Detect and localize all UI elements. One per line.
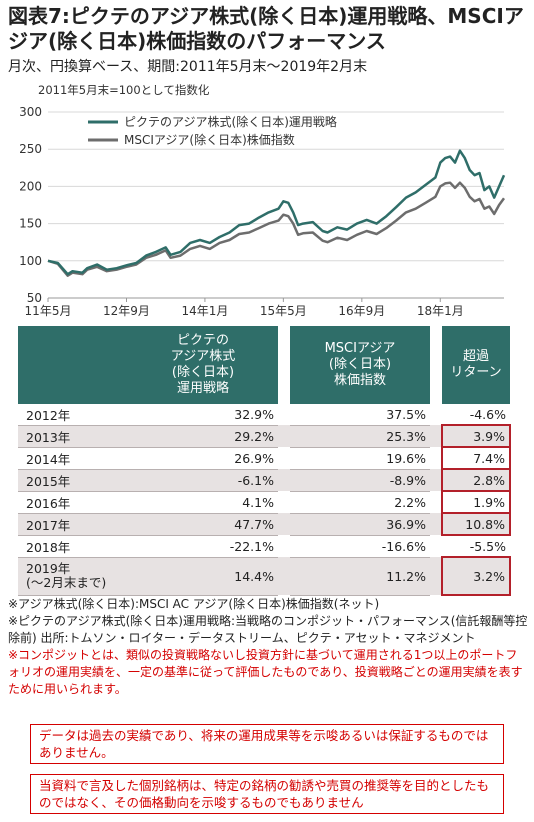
cell-index-return: 2.2% [290,491,430,514]
header-strategy: ピクテの アジア株式 (除く日本) 運用戦略 [128,326,278,404]
cell-gap [430,425,442,447]
cell-index-return: 11.2% [290,557,430,596]
chart-note: 2011年5月末=100として指数化 [38,83,210,97]
cell-excess-return: 10.8% [441,512,511,536]
y-tick-label: 300 [19,105,42,119]
cell-excess-return: 3.9% [441,424,511,448]
cell-index-return: 36.9% [290,513,430,536]
cell-gap [430,447,442,469]
y-tick-label: 100 [19,254,42,268]
table-row: 2016年 4.1% 2.2% 1.9% [18,490,511,514]
cell-strategy-return: 4.1% [128,491,278,514]
cell-index-return: -8.9% [290,469,430,492]
performance-table: ピクテの アジア株式 (除く日本) 運用戦略 MSCIアジア (除く日本) 株価… [18,326,511,596]
header-excess: 超過 リターン [442,326,510,404]
cell-gap [278,557,290,595]
cell-strategy-return: 29.2% [128,425,278,448]
year-label-line: 2019年 [26,561,71,576]
table-row: 2019年 (〜2月末まで) 14.4% 11.2% 3.2% [18,556,511,596]
series-line [47,149,506,276]
legend-label: MSCIアジア(除く日本)株価指数 [124,132,295,147]
cell-gap [430,404,442,425]
footnote-composite: ※コンポジットとは、類似の投資戦略ないし投資方針に基づいて運用される1つ以上のポ… [8,648,523,696]
x-tick-label: 12年9月 [103,304,150,318]
cell-index-return: 37.5% [290,404,430,426]
cell-strategy-return: 32.9% [128,404,278,426]
y-tick-label: 50 [27,291,42,305]
cell-strategy-return: -22.1% [128,535,278,558]
page-title: 図表7:ピクテのアジア株式(除く日本)運用戦略、MSCIアジア(除く日本)株価指… [8,4,524,53]
cell-gap [430,491,442,513]
cell-year: 2012年 [18,404,128,426]
y-tick-label: 250 [19,142,42,156]
cell-gap [430,513,442,535]
cell-index-return: -16.6% [290,535,430,558]
table-row: 2014年 26.9% 19.6% 7.4% [18,446,511,470]
cell-gap [430,469,442,491]
y-tick-label: 150 [19,217,42,231]
table-row: 2017年 47.7% 36.9% 10.8% [18,512,511,536]
x-tick-label: 11年5月 [25,304,72,318]
cell-gap [430,535,442,557]
header-year [18,326,128,404]
cell-year: 2018年 [18,535,128,558]
line-chart: 2011年5月末=100として指数化 50 100 150 200 250 300 11年… [19,83,506,318]
table-row: 2015年 -6.1% -8.9% 2.8% [18,468,511,492]
header-gap [430,326,442,404]
table-row: 2012年 32.9% 37.5% -4.6% [18,404,510,426]
cell-strategy-return: 14.4% [128,557,278,596]
cell-year: 2017年 [18,513,128,536]
legend: ピクテのアジア株式(除く日本)運用戦略 MSCIアジア(除く日本)株価指数 [88,114,337,147]
x-tick-label: 14年1月 [181,304,228,318]
cell-excess-return: 1.9% [441,490,511,514]
series-line [47,181,506,277]
x-tick-label: 15年5月 [260,304,307,318]
cell-gap [278,469,290,491]
cell-gap [278,404,290,425]
year-label-line: (〜2月末まで) [26,575,107,590]
series-lines [47,149,506,277]
cell-year: 2019年 (〜2月末まで) [18,557,128,596]
cell-gap [278,491,290,513]
x-tick-label: 16年9月 [338,304,385,318]
footnote-strategy: ※ピクテのアジア株式(除く日本)運用戦略:当戦略のコンポジット・パフォーマンス(… [8,614,528,645]
cell-excess-return: 2.8% [441,468,511,492]
cell-year: 2014年 [18,447,128,470]
cell-gap [278,425,290,447]
cell-excess-return: 7.4% [441,446,511,470]
header-index: MSCIアジア (除く日本) 株価指数 [290,326,430,404]
cell-gap [278,513,290,535]
cell-excess-return: 3.2% [441,556,511,596]
cell-year: 2016年 [18,491,128,514]
header-gap [278,326,290,404]
table-row: 2013年 29.2% 25.3% 3.9% [18,424,511,448]
cell-gap [278,535,290,557]
gridlines [48,111,504,299]
cell-gap [430,557,442,595]
y-tick-label: 200 [19,179,42,193]
x-tick-label: 18年1月 [417,304,464,318]
cell-year: 2015年 [18,469,128,492]
cell-gap [278,447,290,469]
cell-year: 2013年 [18,425,128,448]
chart-subtitle: 月次、円換算ベース、期間:2011年5月末〜2019年2月末 [8,59,368,75]
y-axis-ticks: 50 100 150 200 250 300 [19,105,42,305]
table-row: 2018年 -22.1% -16.6% -5.5% [18,535,510,558]
cell-strategy-return: 26.9% [128,447,278,470]
cell-excess-return: -4.6% [442,404,510,426]
cell-strategy-return: -6.1% [128,469,278,492]
footnotes: ※アジア株式(除く日本):MSCI AC アジア(除く日本)株価指数(ネット) … [8,596,528,698]
footnote-index: ※アジア株式(除く日本):MSCI AC アジア(除く日本)株価指数(ネット) [8,597,380,611]
cell-index-return: 25.3% [290,425,430,448]
disclaimer-individual-stocks: 当資料で言及した個別銘柄は、特定の銘柄の勧誘や売買の推奨等を目的としたものではな… [30,774,504,814]
cell-excess-return: -5.5% [442,535,510,558]
x-axis-ticks: 11年5月 12年9月 14年1月 15年5月 16年9月 18年1月 [25,298,464,318]
legend-label: ピクテのアジア株式(除く日本)運用戦略 [124,114,337,129]
cell-index-return: 19.6% [290,447,430,470]
disclaimer-past-performance: データは過去の実績であり、将来の運用成果等を示唆あるいは保証するものではありませ… [30,724,504,764]
cell-strategy-return: 47.7% [128,513,278,536]
